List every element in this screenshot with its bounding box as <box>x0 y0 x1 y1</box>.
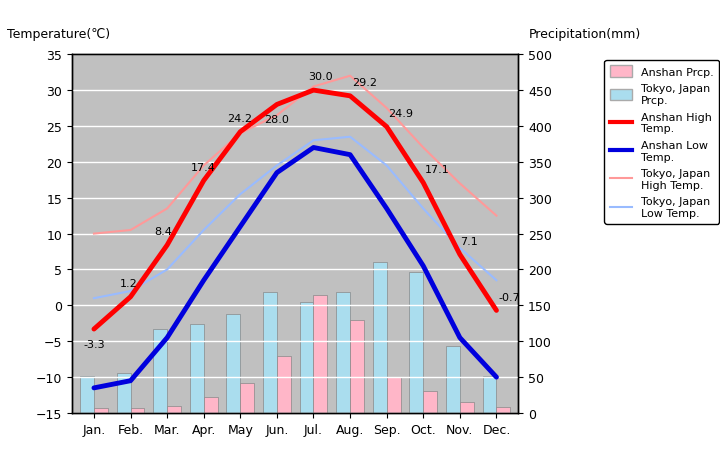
Bar <box>190 325 204 413</box>
Bar <box>80 376 94 413</box>
Bar <box>423 392 437 413</box>
Bar <box>117 373 130 413</box>
Bar <box>94 408 108 413</box>
Text: 28.0: 28.0 <box>264 115 289 125</box>
Text: Precipitation(mm): Precipitation(mm) <box>529 28 642 41</box>
Bar <box>167 406 181 413</box>
Bar <box>497 408 510 413</box>
Bar <box>277 356 291 413</box>
Text: 8.4: 8.4 <box>154 227 172 237</box>
Text: 29.2: 29.2 <box>352 78 377 88</box>
Bar <box>226 314 240 413</box>
Bar <box>153 329 167 413</box>
Bar <box>263 293 277 413</box>
Text: 24.9: 24.9 <box>389 109 413 119</box>
Bar <box>410 272 423 413</box>
Text: 17.4: 17.4 <box>191 162 216 173</box>
Bar <box>336 293 350 413</box>
Bar <box>482 376 497 413</box>
Text: 30.0: 30.0 <box>308 72 333 82</box>
Bar <box>313 295 328 413</box>
Bar <box>130 408 145 413</box>
Text: 17.1: 17.1 <box>425 164 450 174</box>
Legend: Anshan Prcp., Tokyo, Japan
Prcp., Anshan High
Temp., Anshan Low
Temp., Tokyo, Ja: Anshan Prcp., Tokyo, Japan Prcp., Anshan… <box>604 61 719 224</box>
Bar <box>460 403 474 413</box>
Bar <box>387 377 400 413</box>
Bar <box>240 383 254 413</box>
Text: -3.3: -3.3 <box>83 339 104 349</box>
Text: Temperature(℃): Temperature(℃) <box>7 28 110 41</box>
Bar <box>204 397 217 413</box>
Text: 7.1: 7.1 <box>460 236 477 246</box>
Bar <box>300 303 313 413</box>
Text: 24.2: 24.2 <box>228 114 253 123</box>
Bar <box>373 263 387 413</box>
Bar <box>350 320 364 413</box>
Text: -0.7: -0.7 <box>498 292 520 302</box>
Bar <box>446 347 460 413</box>
Text: 1.2: 1.2 <box>120 278 138 288</box>
